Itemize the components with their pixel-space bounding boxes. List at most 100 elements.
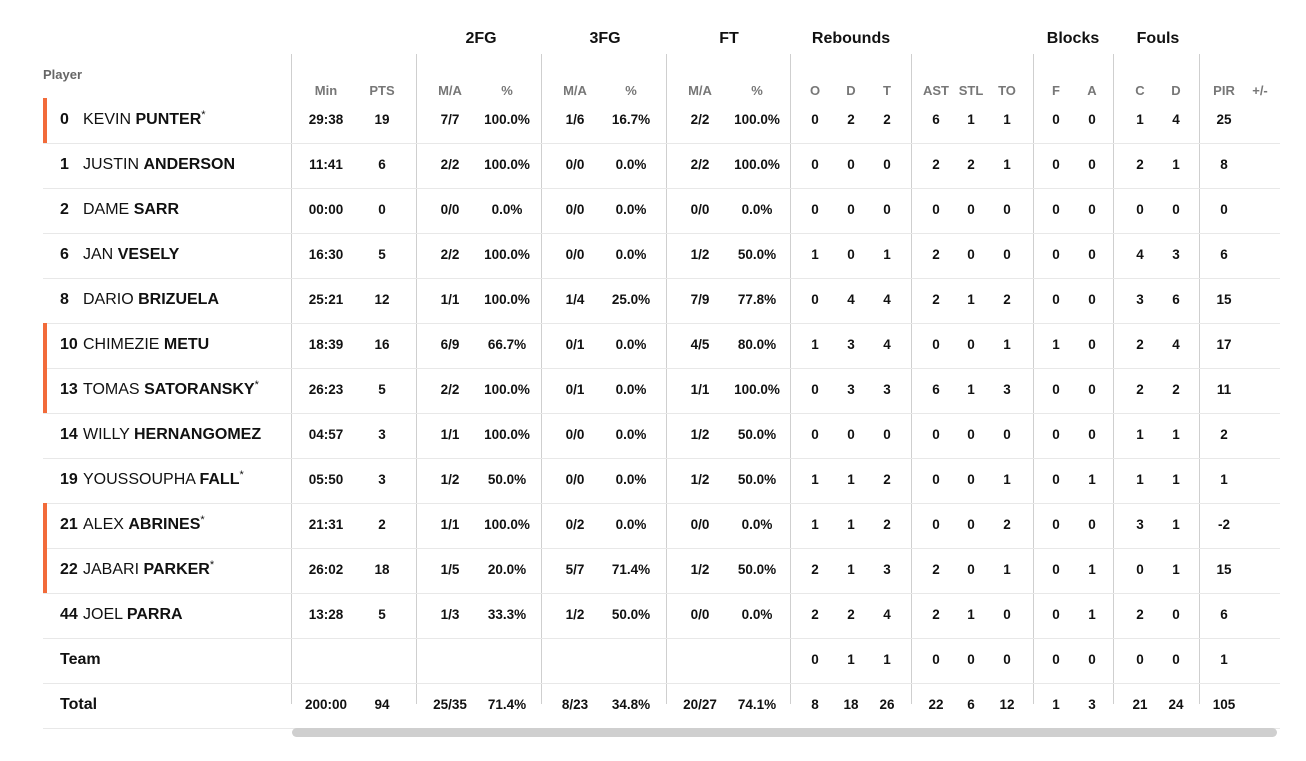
column-divider [1199,54,1200,704]
column-header[interactable]: C [1135,83,1145,98]
stat-cell: 2 [883,112,891,127]
stat-cell: 0 [1172,202,1180,217]
starter-star-icon: * [254,379,259,391]
stat-cell: 25/35 [433,697,467,712]
player-name[interactable]: JUSTIN ANDERSON [83,156,235,174]
column-header[interactable]: M/A [563,83,587,98]
player-row[interactable]: 10 CHIMEZIE METU 18:39 16 6/9 66.7% 0/1 0.0% 4/5… [43,323,1280,369]
box-score-table: 2FG 3FG FT Rebounds Blocks Fouls Player … [43,20,1280,740]
stat-cell: 0.0% [741,517,773,532]
horizontal-scrollbar[interactable] [292,728,1277,737]
stat-cell: 7/7 [440,112,460,127]
stat-cell: 0 [967,472,975,487]
player-last-name: SARR [133,201,180,218]
player-name[interactable]: JABARI PARKER* [83,559,214,579]
stat-cell: 0/1 [565,337,585,352]
player-name[interactable]: TOMAS SATORANSKY* [83,379,259,399]
column-header[interactable]: Min [314,83,338,98]
stat-cell: 1 [847,517,855,532]
stat-cell: 0/0 [565,202,585,217]
stat-cell: 2 [847,607,855,622]
column-header[interactable]: M/A [688,83,712,98]
player-name[interactable]: JOEL PARRA [83,606,183,624]
column-header[interactable]: STL [958,83,984,98]
stat-cell: 0 [1052,112,1060,127]
player-row[interactable]: 44 JOEL PARRA 13:28 5 1/3 33.3% 1/2 50.0% 0/0 0.0… [43,593,1280,639]
stat-cell: 1 [1003,157,1011,172]
stat-cell: 2 [932,247,940,262]
stat-cell: 0 [932,337,940,352]
player-number: 1 [60,156,69,173]
column-header[interactable]: D [1171,83,1181,98]
player-row[interactable]: 13 TOMAS SATORANSKY* 26:23 5 2/2 100.0% 0/1 0.0… [43,368,1280,414]
player-name[interactable]: DAME SARR [83,201,179,219]
stat-cell: 11:41 [309,157,343,172]
column-header[interactable]: TO [998,83,1016,98]
player-name[interactable]: DARIO BRIZUELA [83,291,219,309]
stat-cell: 100.0% [484,247,530,262]
player-row[interactable]: 21 ALEX ABRINES* 21:31 2 1/1 100.0% 0/2 0.0% 0/0… [43,503,1280,549]
column-header[interactable]: +/- [1252,83,1268,98]
player-name[interactable]: JAN VESELY [83,246,179,264]
stat-cell: 4 [1136,247,1144,262]
stat-cell: 19 [374,112,390,127]
stat-cell: 0 [1003,247,1011,262]
player-name[interactable]: YOUSSOUPHA FALL* [83,469,244,489]
column-header[interactable]: A [1087,83,1097,98]
stat-cell: 2 [1220,427,1228,442]
player-name[interactable]: WILLY HERNANGOMEZ [83,426,261,444]
player-row[interactable]: 22 JABARI PARKER* 26:02 18 1/5 20.0% 5/7 71.4% 1… [43,548,1280,594]
stat-cell: 0 [1003,427,1011,442]
player-name[interactable]: CHIMEZIE METU [83,336,209,354]
column-header[interactable]: PTS [369,83,395,98]
stat-cell: 0 [1052,157,1060,172]
column-header[interactable]: % [501,83,513,98]
stat-cell: 1/1 [440,517,460,532]
stat-cell: 1/2 [440,472,460,487]
team-row: Team 0 1 1 0 0 0 0 0 0 0 1 [43,638,1280,684]
stat-cell: 3 [378,427,386,442]
stat-cell: 1 [1172,562,1180,577]
player-last-name: SATORANSKY [144,381,255,398]
stat-cell: 0.0% [615,202,647,217]
stat-cell: 1 [811,337,819,352]
column-header[interactable]: M/A [438,83,462,98]
stat-cell: 0 [1052,427,1060,442]
player-row[interactable]: 8 DARIO BRIZUELA 25:21 12 1/1 100.0% 1/4 25.0% 7… [43,278,1280,324]
stat-cell: 0 [847,247,855,262]
player-row[interactable]: 2 DAME SARR 00:00 0 0/0 0.0% 0/0 0.0% 0/0 0.0% 0 0 0… [43,188,1280,234]
stat-cell: 50.0% [487,472,527,487]
player-column-header[interactable]: Player [43,67,83,82]
stat-cell: 0 [967,517,975,532]
stat-cell: 3 [1136,292,1144,307]
column-header[interactable]: O [809,83,821,98]
player-name[interactable]: ALEX ABRINES* [83,514,205,534]
player-row[interactable]: 19 YOUSSOUPHA FALL* 05:50 3 1/2 50.0% 0/0 0.0% 1… [43,458,1280,504]
player-last-name: ANDERSON [143,156,236,173]
stat-cell: 100.0% [484,112,530,127]
column-header[interactable]: D [846,83,856,98]
column-header[interactable]: % [625,83,637,98]
stat-cell: 100.0% [734,157,780,172]
player-name[interactable]: KEVIN PUNTER* [83,109,206,129]
stat-cell: 50.0% [737,427,777,442]
player-row[interactable]: 6 JAN VESELY 16:30 5 2/2 100.0% 0/0 0.0% 1/2 50.0… [43,233,1280,279]
stat-cell: 16:30 [308,247,344,262]
player-row[interactable]: 1 JUSTIN ANDERSON 11:41 6 2/2 100.0% 0/0 0.0% 2/… [43,143,1280,189]
column-header[interactable]: F [1052,83,1060,98]
stat-cell: 100.0% [484,517,530,532]
player-row[interactable]: 0 KEVIN PUNTER* 29:38 19 7/7 100.0% 1/6 16.7% 2/… [43,98,1280,144]
stat-cell: 13:28 [308,607,344,622]
column-header[interactable]: T [883,83,891,98]
stat-cell: 0/0 [690,607,710,622]
stat-cell: 2 [932,157,940,172]
player-row[interactable]: 14 WILLY HERNANGOMEZ 04:57 3 1/1 100.0% 0/0 0.0… [43,413,1280,459]
player-number: 10 [60,336,78,353]
stat-cell: 2 [967,157,975,172]
column-header[interactable]: AST [923,83,949,98]
stat-cell: 24 [1168,697,1184,712]
column-header[interactable]: PIR [1213,83,1235,98]
column-header[interactable]: % [751,83,763,98]
stat-cell: 0.0% [615,472,647,487]
stat-cell: 66.7% [487,337,527,352]
